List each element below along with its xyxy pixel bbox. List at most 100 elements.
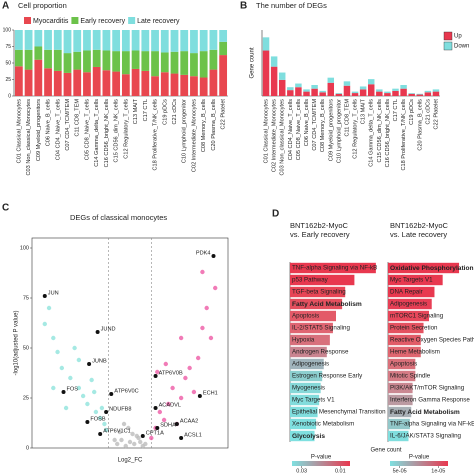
point [102, 421, 107, 427]
labeled-point [42, 294, 47, 298]
bar-segment [14, 66, 23, 96]
point [46, 305, 52, 311]
x-tick-label: C07 CD4_TCM/TEM [312, 99, 318, 151]
point [55, 349, 60, 355]
labeled-point [87, 362, 92, 366]
bar-segment [180, 74, 189, 96]
x-tick-label: C18 Proliferative_T/NK_cells [401, 99, 407, 171]
bar [388, 298, 432, 310]
bar-segment [199, 30, 208, 52]
legend-swatch [443, 31, 453, 41]
bar [290, 418, 317, 430]
point [127, 439, 133, 445]
point [123, 443, 128, 449]
bar-segment [351, 91, 359, 94]
point [85, 401, 90, 407]
point [143, 441, 148, 447]
bar-label: Androgen Response [292, 349, 349, 356]
bar-segment [295, 83, 302, 88]
bar-segment [219, 30, 228, 42]
bar-segment [319, 92, 326, 96]
bar-segment [335, 93, 343, 94]
bar-segment [432, 89, 440, 92]
bar-segment [73, 51, 82, 70]
bar-segment [219, 55, 228, 96]
bar-segment [416, 94, 424, 96]
bar-segment [53, 30, 62, 50]
x-tick-label: C09 Myeloid_progenitors [36, 99, 42, 161]
bar-segment [392, 90, 399, 96]
bar-label: Estrogen Response Early [292, 373, 363, 380]
x-tick-label: C21 cDCs [172, 99, 178, 125]
x-tick-label: C10 Lymphoid_progenitor [182, 99, 188, 163]
colorbar-tick-label: 0.03 [296, 468, 307, 474]
point [161, 417, 167, 423]
bar-label: TNF-alpha Signaling via NF-kB [292, 265, 377, 272]
point [117, 429, 122, 435]
x-tick-label: C05 CD8_Naive_T_cells [296, 99, 302, 160]
bar-label: Fatty Acid Metabolism [292, 301, 362, 308]
bar-segment [400, 88, 407, 96]
plot-frame [31, 237, 229, 449]
bar-segment [73, 69, 82, 96]
bar-segment [278, 72, 286, 80]
bar [290, 406, 318, 418]
x-tick-label: C11 CD8_TEM [75, 99, 81, 137]
point [89, 377, 94, 383]
bar [388, 262, 460, 274]
bar [388, 418, 410, 430]
x-tick-label: C08 Memory_B_cells [320, 99, 326, 152]
labeled-point [61, 390, 66, 394]
bar-segment [384, 91, 391, 94]
bar-segment [209, 69, 218, 96]
point [59, 365, 65, 371]
chart-title: DEGs of classical monocytes [70, 213, 167, 222]
bar-segment [384, 93, 391, 96]
bar-segment [160, 52, 169, 73]
legend-swatch [443, 41, 453, 51]
bar-segment [102, 50, 111, 71]
bar-segment [141, 51, 150, 71]
bar-label: p53 Pathway [292, 277, 329, 284]
bar-label: Heme Metabolism [390, 349, 440, 356]
panel-letter: C [2, 203, 9, 214]
bar-segment [34, 30, 43, 47]
x-tick-label: C04 CD4_Naive_T_cells [288, 99, 294, 160]
x-tick-label: C02 Intermediate_Monocytes [272, 99, 278, 172]
bar-segment [170, 73, 179, 96]
x-tick-label: C15 CD56_dim_NK_cells [114, 99, 120, 163]
x-axis-label: Gene count [370, 448, 401, 454]
bar-segment [400, 85, 407, 89]
point [170, 385, 175, 391]
x-tick-label: C08 Memory_B_cells [201, 99, 207, 152]
bar [388, 346, 421, 358]
legend-label: Down [454, 44, 469, 50]
point [76, 357, 82, 363]
x-tick-label: C20 Plasma_B_cells [211, 99, 217, 151]
point [97, 415, 103, 421]
bar-segment [170, 30, 179, 52]
bar [290, 322, 333, 334]
bar-label: PI3K/AKT/mTOR Signaling [390, 385, 465, 392]
y-axis-label: Gene count [250, 47, 256, 78]
bar-segment [121, 51, 130, 75]
bar-label: Adipogenesis [390, 301, 427, 308]
point [121, 421, 127, 427]
x-tick-label: C17 CTL [143, 99, 149, 121]
point-label: ACAA2 [180, 418, 198, 424]
colorbar [292, 461, 350, 466]
bar-segment [92, 49, 101, 67]
bar-segment [295, 87, 302, 96]
bar-label: TGF-beta Signaling [292, 289, 346, 296]
bar-segment [131, 30, 140, 51]
labeled-point [155, 426, 160, 430]
chart-title: BNT162b2-MyoC vs. Early recovery [290, 221, 350, 239]
bar-segment [190, 76, 198, 96]
x-tick-label: C04 CD4_Naive_T_cells [55, 99, 61, 160]
bar-segment [102, 70, 111, 96]
bar-label: Oxidative Phosphorylation [390, 265, 474, 272]
bar-label: Myc Targets V1 [390, 277, 433, 284]
y-tick-label: 25 [5, 77, 11, 83]
point-label: JUNB [92, 358, 107, 364]
point-label: ATP6V0C [114, 388, 138, 394]
